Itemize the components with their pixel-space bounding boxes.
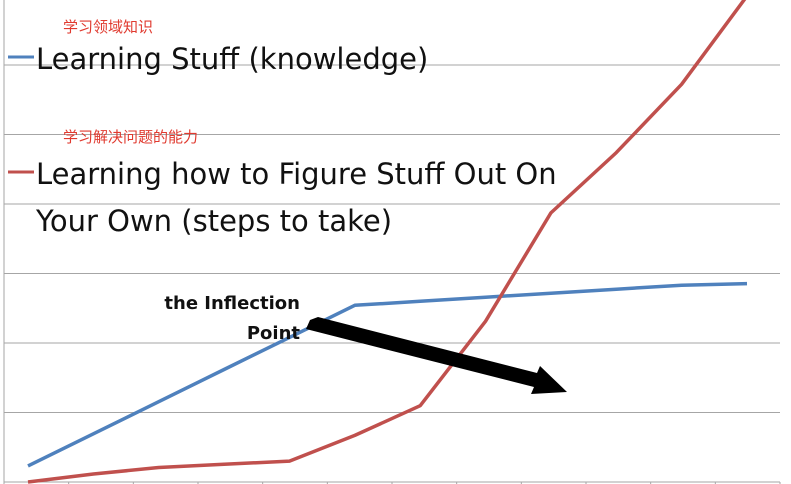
inflection-annotation: the Inflection Point xyxy=(164,293,567,394)
legend-annotation-knowledge: 学习领域知识 xyxy=(63,18,153,36)
series-line-knowledge xyxy=(27,281,748,468)
annotation-text-line2: Point xyxy=(247,323,301,344)
legend-annotation-figure-out: 学习解决问题的能力 xyxy=(63,128,198,146)
series-layer xyxy=(27,0,748,484)
series-line-figure-out xyxy=(27,0,747,484)
legend-label-figure-out-line2: Your Own (steps to take) xyxy=(35,204,392,238)
legend-label-knowledge: Learning Stuff (knowledge) xyxy=(36,42,428,76)
annotation-arrow xyxy=(306,317,567,394)
annotation-text-line1: the Inflection xyxy=(164,293,300,314)
legend-label-figure-out-line1: Learning how to Figure Stuff Out On xyxy=(36,157,557,191)
legend: 学习领域知识 Learning Stuff (knowledge) 学习解决问题… xyxy=(8,18,557,238)
